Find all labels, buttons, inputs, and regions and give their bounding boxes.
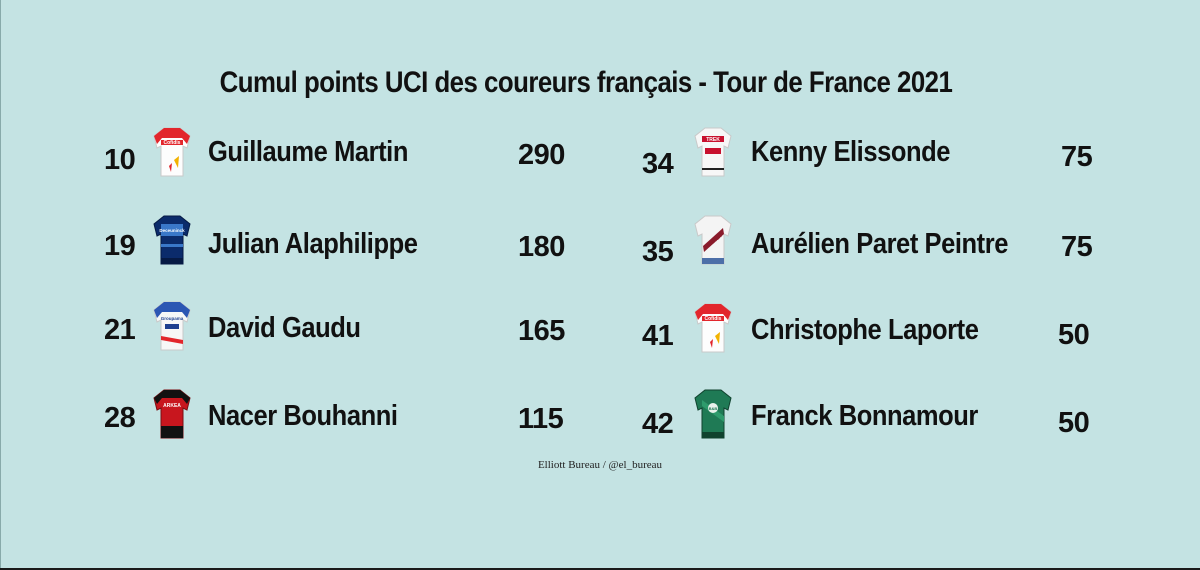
rider-name: Franck Bonnamour <box>751 400 978 432</box>
page-title: Cumul points UCI des coureurs français -… <box>219 66 953 99</box>
rider-name: Guillaume Martin <box>208 136 408 168</box>
jersey-sponsor-text: Deceuninck <box>159 228 185 233</box>
jersey-sponsor-text: ARKEA <box>163 403 181 409</box>
rider-rank: 41 <box>642 320 674 352</box>
rider-rank: 28 <box>104 402 136 434</box>
rider-points: 165 <box>518 315 565 347</box>
rider-name: Nacer Bouhanni <box>208 400 398 432</box>
rider-name: Aurélien Paret Peintre <box>751 228 1008 260</box>
rider-name: Christophe Laporte <box>751 314 979 346</box>
bbhotels-jersey-icon: B&B <box>694 389 732 439</box>
jersey-sponsor-text: B&B <box>709 406 718 411</box>
rider-rank: 34 <box>642 148 674 180</box>
rider-points: 50 <box>1058 319 1090 351</box>
jersey-sponsor-text: Cofidis <box>705 316 722 322</box>
jersey-sponsor-text: Cofidis <box>164 140 181 146</box>
rider-name: Kenny Elissonde <box>751 136 951 168</box>
cofidis-jersey-icon: Cofidis <box>694 303 732 353</box>
cofidis-jersey-icon: Cofidis <box>153 127 191 177</box>
rider-points: 75 <box>1061 231 1093 263</box>
rider-points: 180 <box>518 231 565 263</box>
trek-jersey-icon: TREK <box>694 127 732 177</box>
jersey-sponsor-text: Groupama <box>161 316 184 321</box>
rider-rank: 19 <box>104 230 136 262</box>
rider-rank: 10 <box>104 144 136 176</box>
groupama-jersey-icon: Groupama <box>153 301 191 351</box>
author-credit: Elliott Bureau / @el_bureau <box>537 459 663 471</box>
left-border <box>0 0 1 570</box>
rider-rank: 42 <box>642 408 674 440</box>
deceuninck-jersey-icon: Deceuninck <box>153 215 191 265</box>
arkea-jersey-icon: ARKEA <box>153 389 191 439</box>
rider-name: Julian Alaphilippe <box>208 228 418 260</box>
rider-points: 50 <box>1058 407 1090 439</box>
jersey-sponsor-text: TREK <box>706 137 720 143</box>
rider-name: David Gaudu <box>208 312 361 344</box>
rider-rank: 21 <box>104 314 136 346</box>
bottom-border <box>0 568 1200 570</box>
rider-rank: 35 <box>642 236 674 268</box>
rider-points: 290 <box>518 139 565 171</box>
rider-points: 75 <box>1061 141 1093 173</box>
rider-points: 115 <box>518 403 564 435</box>
ag2r-jersey-icon: CITROEN <box>694 215 732 265</box>
